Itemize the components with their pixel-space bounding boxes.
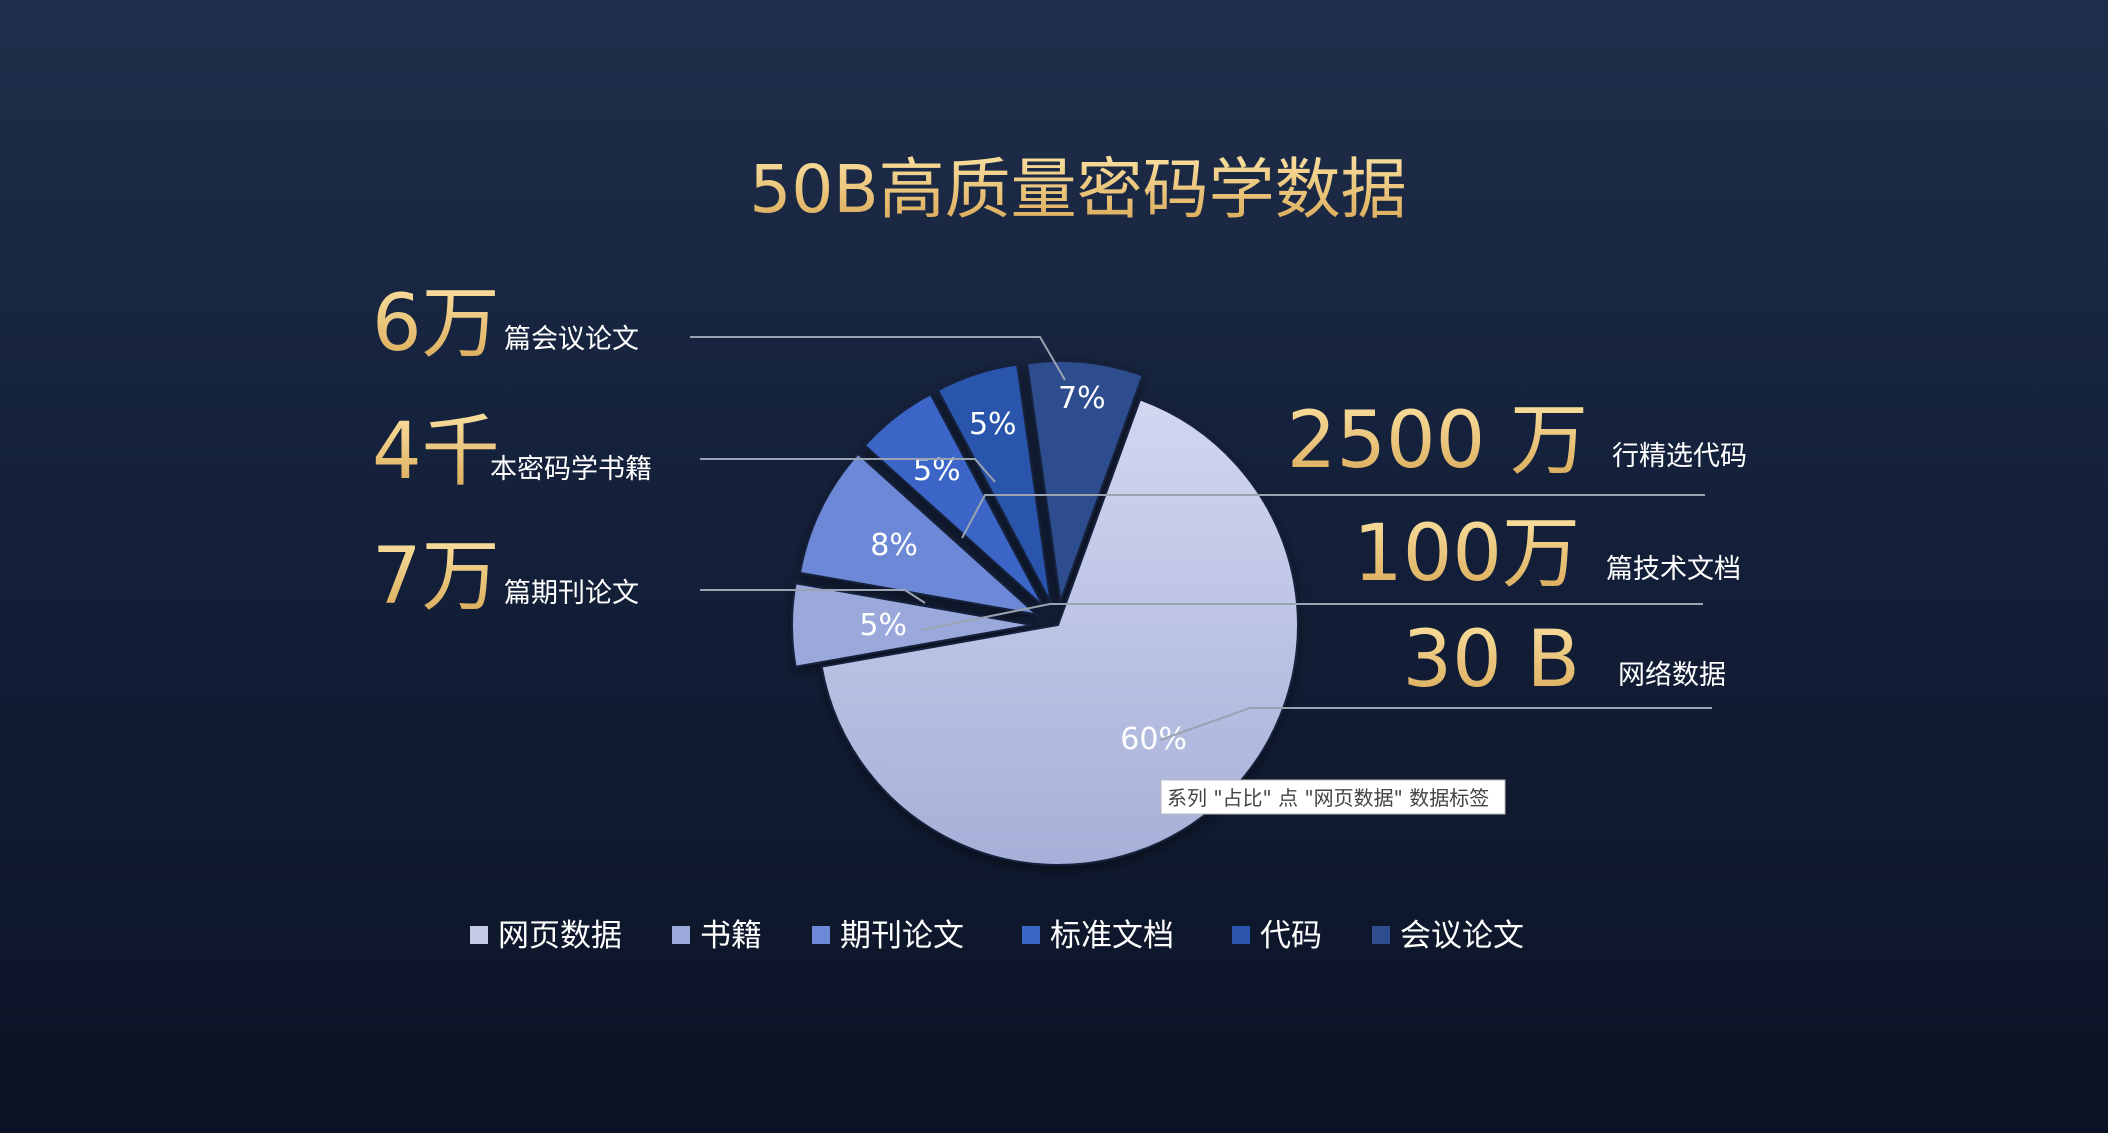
- pie-label-code: 5%: [969, 407, 1017, 442]
- legend-label-books: 书籍: [700, 918, 762, 954]
- annotation-number-web: 30 B: [1402, 615, 1580, 705]
- legend-label-standard: 标准文档: [1050, 918, 1174, 954]
- left-annotations: 6万 篇会议论文 4千 本密码学书籍 7万 篇期刊论文: [372, 279, 652, 622]
- legend: 网页数据 书籍 期刊论文 标准文档 代码 会议论文: [470, 918, 1524, 954]
- legend-label-journal: 期刊论文: [840, 918, 964, 954]
- leader-line-conference: [690, 336, 1066, 381]
- legend-swatch-journal: [812, 926, 830, 944]
- annotation-number-docs: 100万: [1353, 509, 1580, 599]
- annotation-number-conference: 6万: [372, 279, 500, 369]
- pie-slice-conference[interactable]: [1025, 360, 1144, 602]
- annotation-text-journal: 篇期刊论文: [504, 578, 639, 609]
- pie-label-journal: 8%: [870, 528, 918, 563]
- pie-label-conference: 7%: [1058, 381, 1106, 416]
- pie-slice-standard[interactable]: [863, 392, 1045, 607]
- pie-chart: [791, 360, 1299, 867]
- legend-swatch-books: [672, 926, 690, 944]
- leader-line-code: [961, 494, 1705, 539]
- annotation-text-docs: 篇技术文档: [1606, 554, 1741, 585]
- right-annotations: 2500 万 行精选代码 100万 篇技术文档 30 B 网络数据: [1287, 396, 1747, 705]
- tooltip: 系列 "占比" 点 "网页数据" 数据标签: [1160, 779, 1506, 815]
- annotation-text-conference: 篇会议论文: [504, 324, 639, 355]
- pie-slice-code[interactable]: [936, 363, 1052, 603]
- tooltip-text: 系列 "占比" 点 "网页数据" 数据标签: [1167, 786, 1489, 810]
- annotation-number-journal: 7万: [372, 532, 500, 622]
- chart-title: 50B高质量密码学数据: [749, 151, 1406, 228]
- legend-label-conference: 会议论文: [1400, 918, 1524, 954]
- leader-line-books: [700, 458, 996, 483]
- leader-line-standard: [921, 603, 1703, 631]
- pie-label-books: 5%: [859, 608, 907, 643]
- legend-label-web: 网页数据: [498, 918, 622, 954]
- annotation-number-books: 4千: [372, 407, 500, 497]
- leader-line-journal: [700, 589, 926, 604]
- pie-slice-books[interactable]: [791, 582, 1033, 668]
- legend-swatch-conference: [1372, 926, 1390, 944]
- legend-swatch-code: [1232, 926, 1250, 944]
- legend-label-code: 代码: [1260, 918, 1322, 954]
- leader-line-web: [1159, 707, 1712, 741]
- pie-label-web: 60%: [1120, 722, 1187, 757]
- annotation-text-web: 网络数据: [1618, 660, 1726, 691]
- annotation-number-code: 2500 万: [1287, 396, 1588, 486]
- legend-swatch-web: [470, 926, 488, 944]
- legend-swatch-standard: [1022, 926, 1040, 944]
- annotation-text-books: 本密码学书籍: [490, 454, 652, 485]
- annotation-text-code: 行精选代码: [1612, 441, 1747, 472]
- leader-lines: [690, 336, 1712, 741]
